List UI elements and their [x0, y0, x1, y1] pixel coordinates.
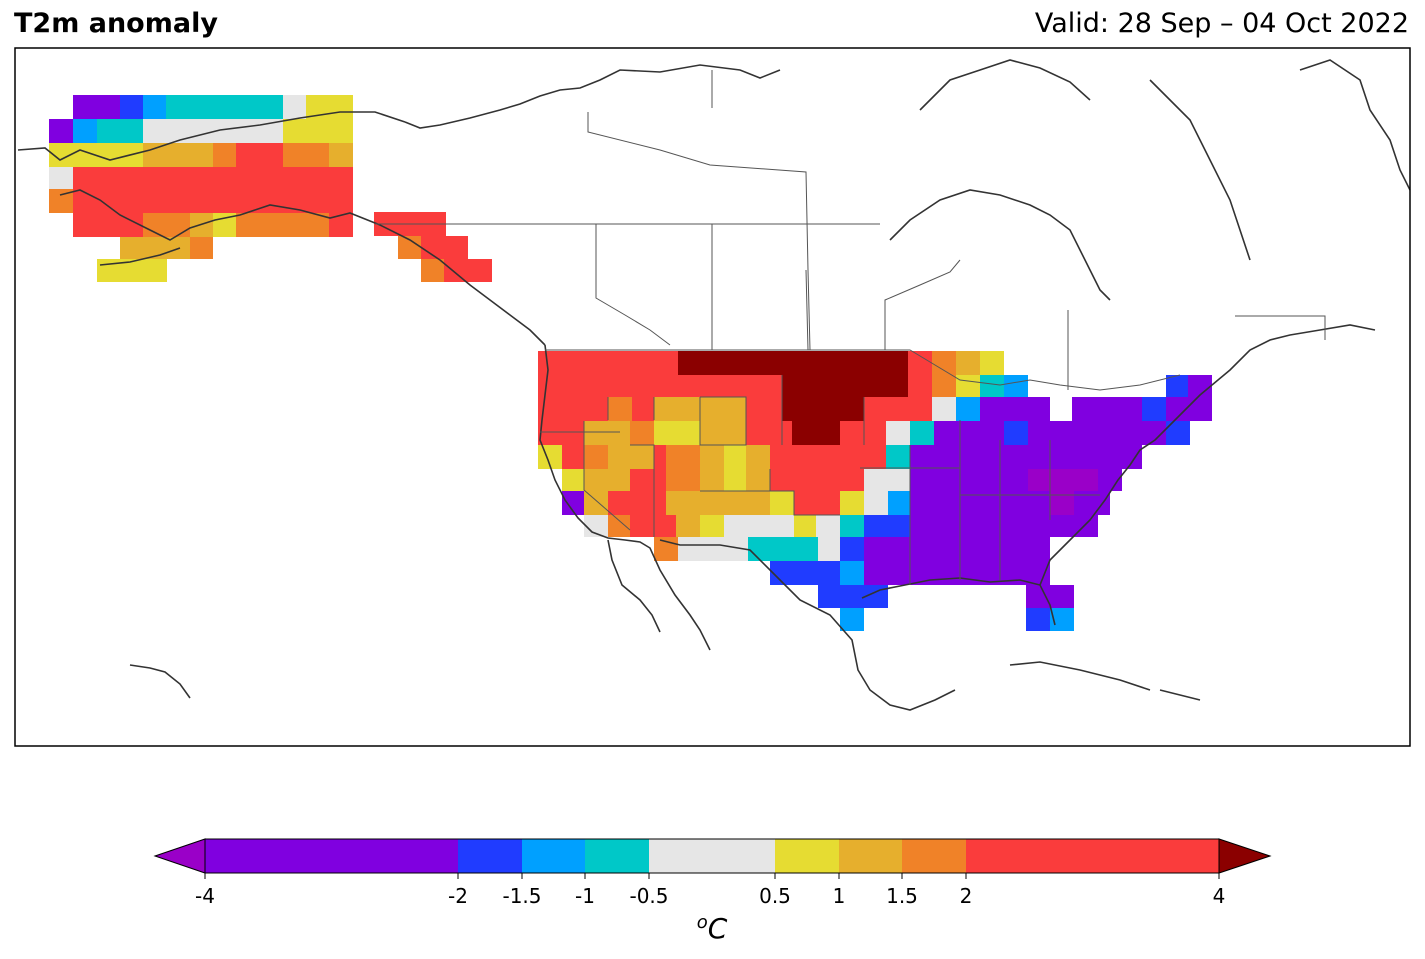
colorbar-extend-low — [153, 838, 206, 874]
colorbar-segments — [205, 839, 1219, 873]
colorbar-tick-label: 0.5 — [759, 884, 791, 908]
unit-base: C — [708, 912, 728, 945]
colorbar-segment — [585, 839, 649, 873]
colorbar-tick-label: 4 — [1213, 884, 1226, 908]
unit-superscript: o — [697, 912, 708, 933]
borders — [375, 70, 1326, 585]
coastlines — [17, 59, 1411, 711]
colorbar-segment — [775, 839, 839, 873]
alaska-anomaly-grid — [49, 95, 492, 282]
map-title: T2m anomaly — [14, 8, 218, 39]
colorbar-tick-label: -1 — [575, 884, 595, 908]
colorbar-extend-high — [1218, 838, 1272, 874]
colorbar-tick-label: -0.5 — [629, 884, 668, 908]
colorbar-tick-label: 2 — [960, 884, 973, 908]
colorbar-tick-label: 1 — [833, 884, 846, 908]
colorbar-segment — [522, 839, 585, 873]
colorbar-segment — [205, 839, 458, 873]
anomaly-map — [14, 47, 1411, 747]
valid-period: Valid: 28 Sep – 04 Oct 2022 — [1034, 8, 1409, 39]
colorbar-tick-label: -2 — [448, 884, 468, 908]
colorbar-tick-label: -4 — [195, 884, 215, 908]
colorbar-tick-label: 1.5 — [886, 884, 918, 908]
colorbar-tick-label: -1.5 — [502, 884, 541, 908]
colorbar-segment — [902, 839, 966, 873]
colorbar-segment — [649, 839, 775, 873]
colorbar-segment — [966, 839, 1219, 873]
colorbar-segment — [839, 839, 902, 873]
colorbar-segment — [458, 839, 522, 873]
colorbar-unit: oC — [697, 912, 728, 945]
colorbar-tick-labels: -4 -2 -1.5 -1 -0.5 0.5 1 1.5 2 4 — [195, 873, 1225, 908]
